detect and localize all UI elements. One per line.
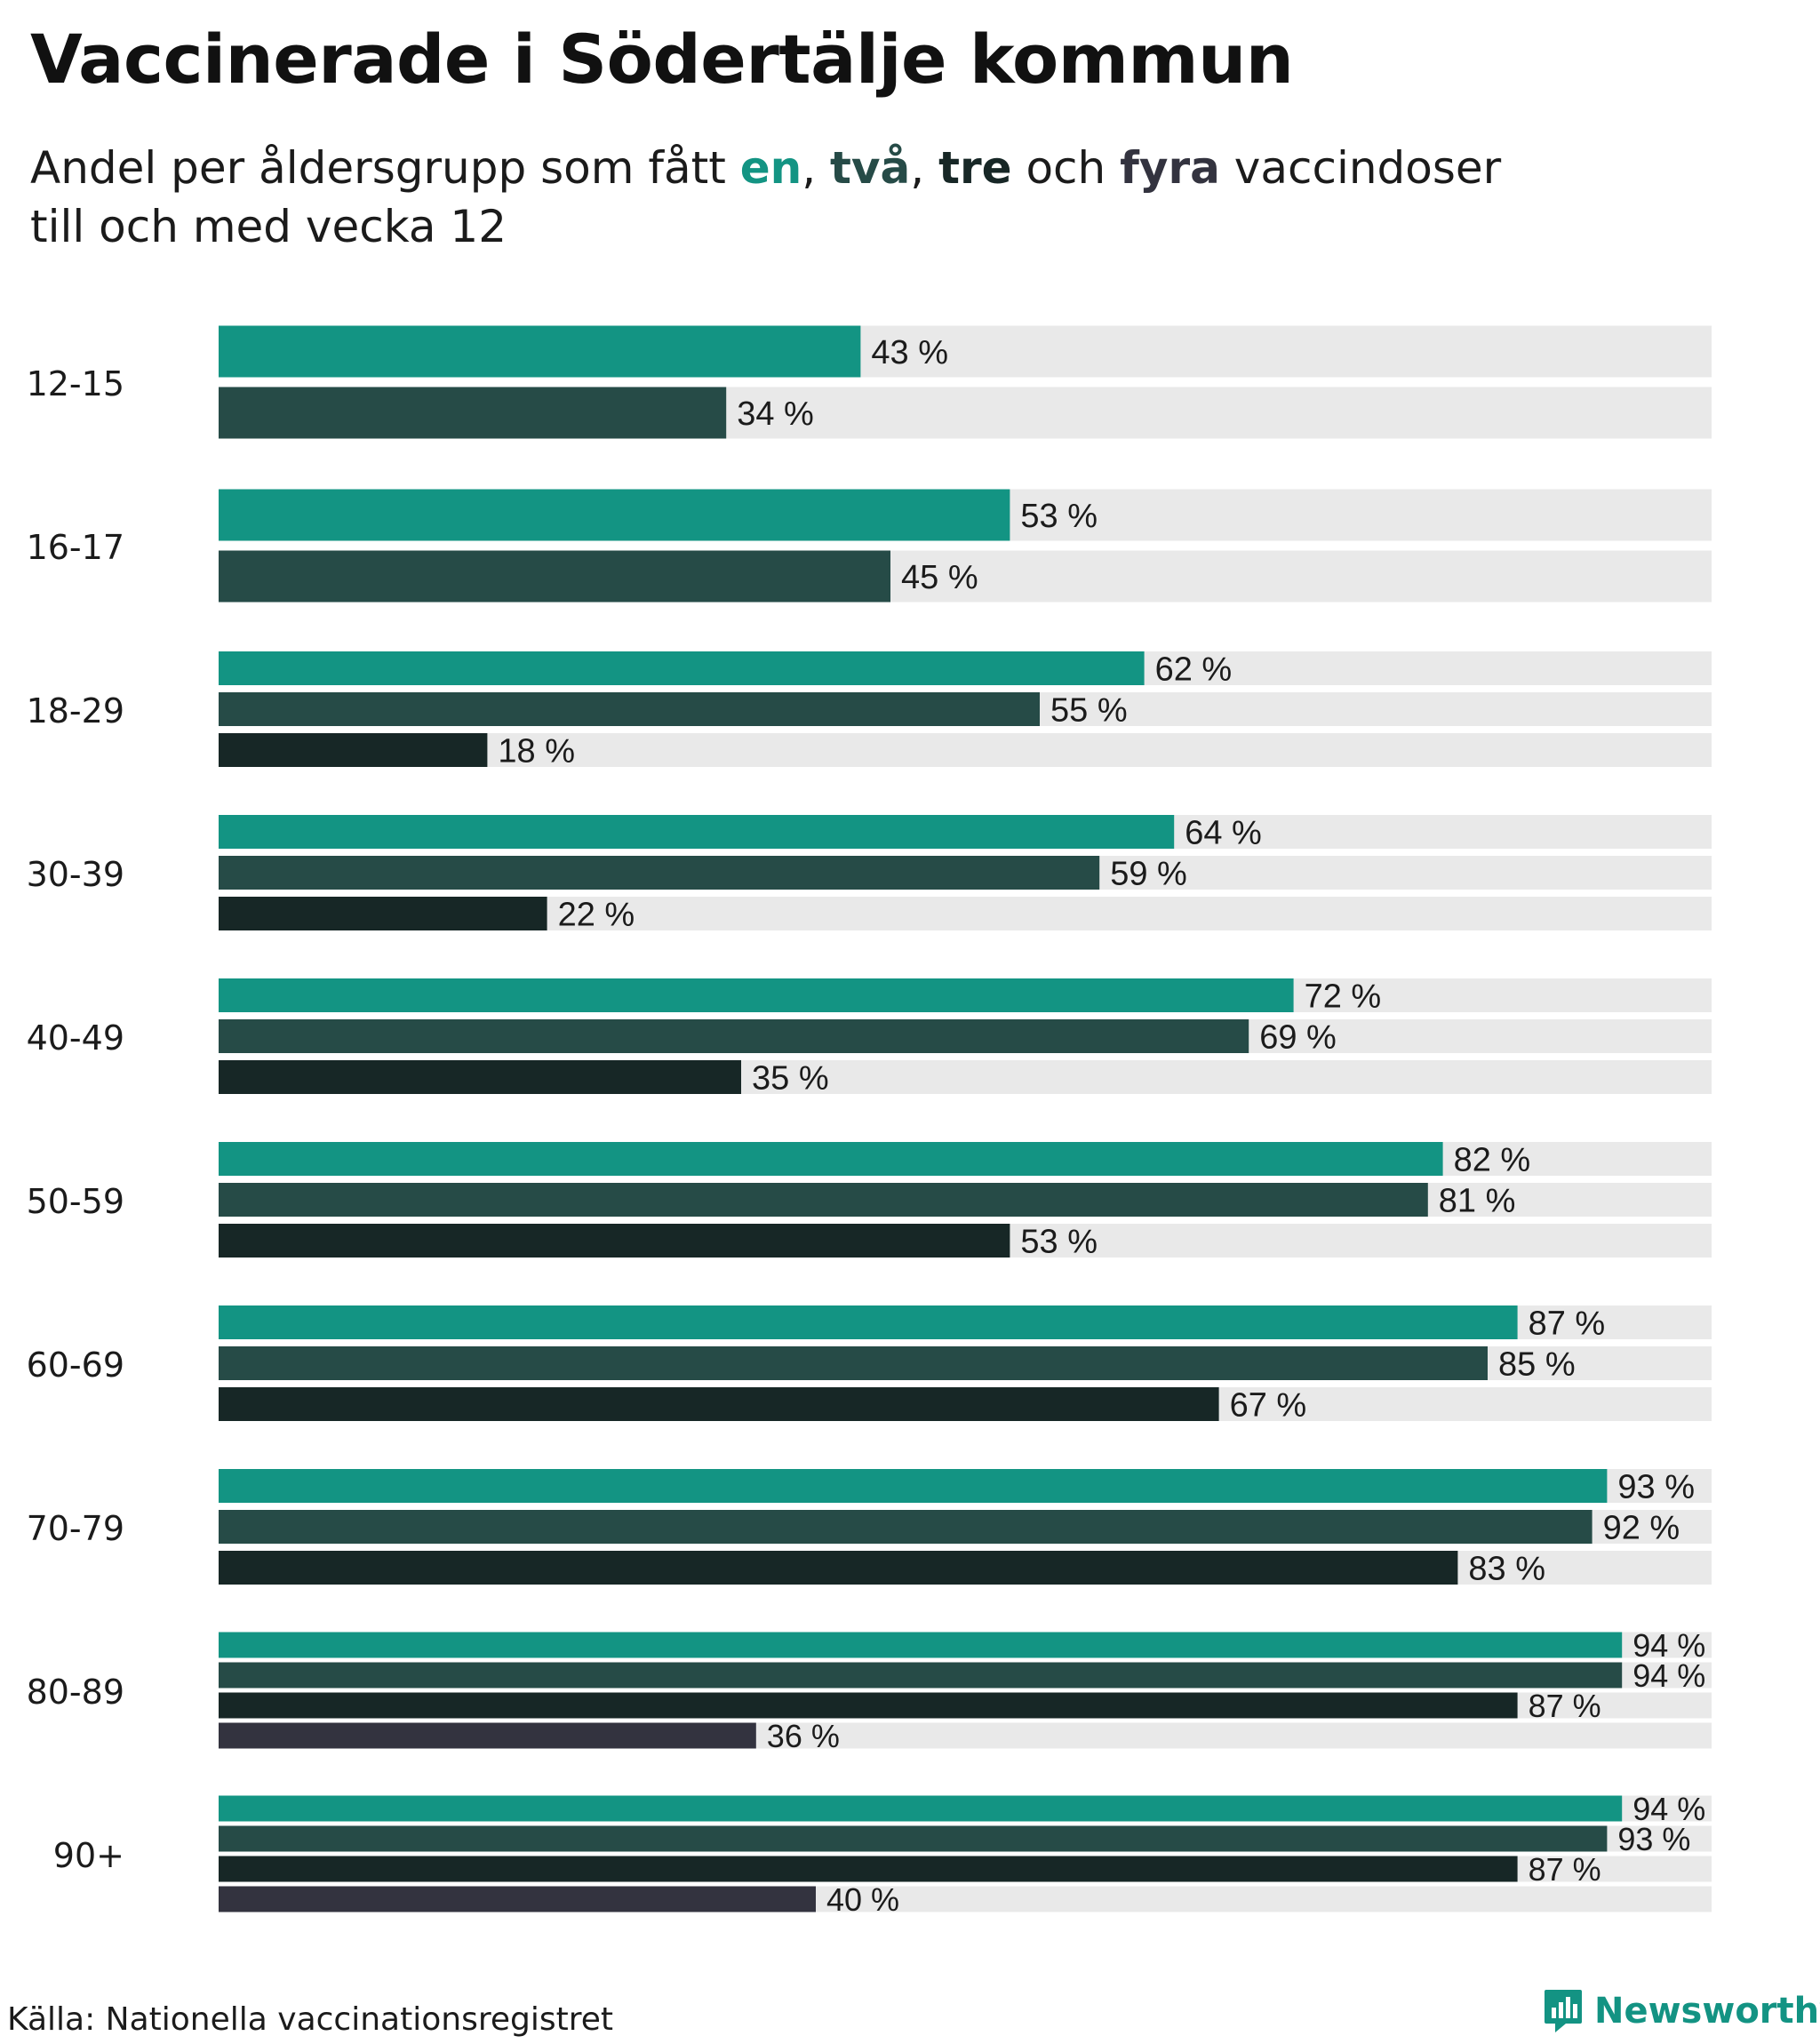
bar [219,1469,1608,1503]
bar [219,978,1294,1012]
data-label: 87 % [1529,1305,1606,1343]
subtitle-separator: , [910,142,939,194]
bar-chart: 12-15 43 % 34 % 16-17 53 % 45 % 18-29 62 % 55 % 1… [27,325,1712,1918]
age-group-label: 18-29 [27,691,124,731]
bar [219,1060,741,1094]
data-label: 93 % [1617,1821,1690,1857]
chart-subtitle: Andel per åldersgrupp som fått en, två, … [30,139,1719,256]
bar [219,1387,1219,1421]
data-label: 87 % [1529,1688,1601,1724]
brand: Newsworthy [1543,1988,1820,2034]
bar [219,692,1040,726]
bar [219,1662,1623,1689]
data-label: 81 % [1439,1183,1516,1220]
data-label: 34 % [737,395,814,433]
data-label: 69 % [1259,1019,1337,1057]
bar [219,1795,1623,1822]
bar [219,1722,756,1749]
data-label: 72 % [1305,978,1382,1016]
legend-two-doses: två [830,142,911,194]
legend-one-dose: en [739,142,802,194]
data-label: 87 % [1529,1851,1601,1888]
age-group-label: 50-59 [27,1182,124,1221]
bar [219,1224,1010,1258]
data-label: 85 % [1498,1346,1576,1384]
data-label: 18 % [498,733,575,770]
bar [219,489,1010,541]
bar [219,1142,1443,1176]
chart-title: Vaccinerade i Södertälje kommun [30,20,1294,99]
data-label: 53 % [1020,1224,1098,1261]
age-group-label: 70-79 [27,1509,124,1548]
bar [219,1510,1592,1544]
data-label: 94 % [1632,1657,1705,1694]
bar [219,1183,1428,1217]
data-label: 92 % [1603,1510,1680,1547]
bar [219,325,861,378]
bar [219,1632,1623,1658]
bar [219,1856,1518,1882]
age-group-label: 16-17 [27,528,124,567]
bar [219,1825,1608,1852]
age-group-label: 40-49 [27,1018,124,1058]
subtitle-line-2: till och med vecka 12 [30,201,507,252]
data-label: 93 % [1617,1469,1695,1506]
source-note: Källa: Nationella vaccinationsregistret [7,2001,613,2038]
data-label: 64 % [1185,815,1262,852]
bar [219,897,547,930]
data-label: 53 % [1020,498,1098,535]
data-label: 35 % [752,1060,829,1098]
data-label: 36 % [767,1718,840,1754]
bar [219,651,1145,685]
brand-name: Newsworthy [1594,1991,1820,2032]
legend-three-doses: tre [938,142,1012,194]
subtitle-separator: , [802,142,831,194]
subtitle-suffix: vaccindoser [1219,142,1502,194]
data-label: 45 % [901,559,978,596]
data-label: 62 % [1155,651,1233,689]
age-group-label: 12-15 [27,364,124,403]
newsworthy-logo-icon [1545,1990,1582,2032]
age-group-label: 80-89 [27,1673,124,1712]
data-label: 59 % [1110,856,1187,893]
bar [219,856,1100,890]
data-label: 40 % [826,1881,899,1918]
data-label: 82 % [1454,1142,1531,1179]
data-label: 94 % [1632,1791,1705,1827]
bar [219,1692,1518,1719]
data-label: 55 % [1050,692,1128,730]
data-label: 83 % [1468,1551,1545,1588]
bar [219,815,1175,849]
age-group-label: 30-39 [27,855,124,894]
data-label: 67 % [1230,1387,1307,1425]
bar [219,1305,1518,1339]
bar [219,1551,1458,1585]
data-label: 43 % [871,334,948,371]
age-group-label: 90+ [53,1836,124,1875]
bar [219,550,890,603]
legend-four-doses: fyra [1120,142,1220,194]
bar [219,387,727,439]
bar [219,1886,816,1912]
data-label: 22 % [558,897,635,934]
age-group-label: 60-69 [27,1345,124,1385]
bar [219,1019,1249,1053]
subtitle-conjunction: och [1011,142,1121,194]
subtitle-prefix: Andel per åldersgrupp som fått [30,142,740,194]
bar [219,1346,1488,1380]
bar [219,733,488,767]
data-label: 94 % [1632,1627,1705,1664]
